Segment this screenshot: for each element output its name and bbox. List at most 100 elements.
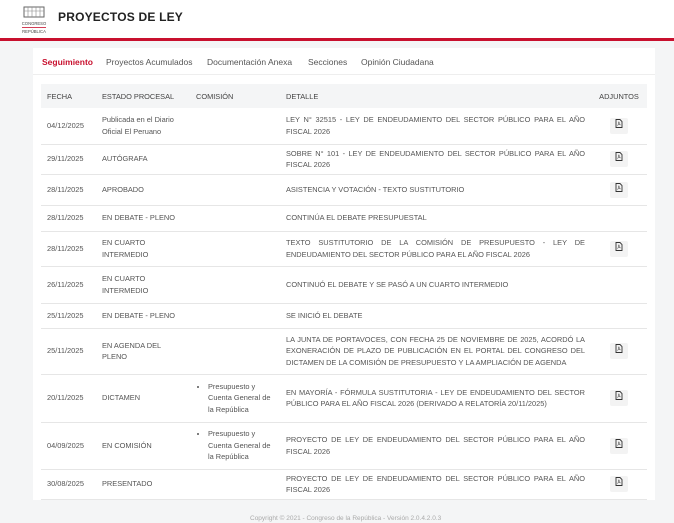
tab-proyectos-acumulados[interactable]: Proyectos Acumulados: [106, 57, 193, 67]
cell-detalle: EN MAYORÍA - FÓRMULA SUSTITUTORIA - LEY …: [280, 374, 591, 423]
col-detalle: DETALLE: [280, 84, 591, 108]
cell-estado: EN DEBATE - PLENO: [96, 303, 190, 329]
table-row: 29/11/2025 AUTÓGRAFA SOBRE N° 101 - LEY …: [41, 144, 647, 175]
comision-list: Presupuesto y Cuenta General de la Repúb…: [196, 428, 274, 463]
cell-estado: APROBADO: [96, 174, 190, 206]
cell-adjuntos: [591, 205, 647, 232]
cell-adjuntos: [591, 374, 647, 423]
table-row: 26/11/2025 EN CUARTO INTERMEDIO CONTINUÓ…: [41, 266, 647, 304]
pdf-download-button[interactable]: [610, 476, 628, 492]
pdf-download-button[interactable]: [610, 437, 628, 454]
tab-seguimiento[interactable]: Seguimiento: [42, 57, 94, 67]
cell-comision: [190, 303, 280, 329]
cell-adjuntos: [591, 469, 647, 500]
cell-fecha: 29/11/2025: [41, 144, 96, 175]
cell-adjuntos: [591, 422, 647, 470]
cell-fecha: 04/12/2025: [41, 108, 96, 145]
cell-comision: [190, 144, 280, 175]
cell-comision: [190, 205, 280, 232]
content-card: Seguimiento Proyectos Acumulados Documen…: [33, 48, 655, 500]
cell-fecha: 04/09/2025: [41, 422, 96, 470]
cell-estado: EN CUARTO INTERMEDIO: [96, 266, 190, 304]
cell-detalle: CONTINÚA EL DEBATE PRESUPUESTAL: [280, 205, 591, 232]
comision-item: Presupuesto y Cuenta General de la Repúb…: [208, 428, 274, 463]
tab-documentacion-anexa[interactable]: Documentación Anexa: [207, 57, 293, 67]
pdf-icon: [615, 118, 623, 128]
cell-detalle: SE INICIÓ EL DEBATE: [280, 303, 591, 329]
table-row: 25/11/2025 EN AGENDA DEL PLENO LA JUNTA …: [41, 328, 647, 375]
pdf-download-button[interactable]: [610, 181, 628, 198]
cell-comision: [190, 108, 280, 145]
cell-detalle: TEXTO SUSTITUTORIO DE LA COMISIÓN DE PRE…: [280, 231, 591, 267]
table-row: 04/09/2025 EN COMISIÓN Presupuesto y Cue…: [41, 422, 647, 470]
comision-item: Presupuesto y Cuenta General de la Repúb…: [208, 381, 274, 416]
cell-estado: Publicada en el Diario Oficial El Peruan…: [96, 108, 190, 145]
table-row: 30/08/2025 PRESENTADO PROYECTO DE LEY DE…: [41, 469, 647, 500]
cell-comision: [190, 266, 280, 304]
cell-detalle: ASISTENCIA Y VOTACIÓN - TEXTO SUSTITUTOR…: [280, 174, 591, 206]
cell-comision: [190, 328, 280, 375]
cell-estado: EN DEBATE - PLENO: [96, 205, 190, 232]
pdf-download-button[interactable]: [610, 117, 628, 134]
congreso-logo: CONGRESO REPÚBLICA: [22, 6, 47, 34]
cell-fecha: 20/11/2025: [41, 374, 96, 423]
pdf-download-button[interactable]: [610, 390, 628, 406]
cell-estado: EN AGENDA DEL PLENO: [96, 328, 190, 375]
svg-text:REPÚBLICA: REPÚBLICA: [22, 29, 46, 34]
cell-detalle: PROYECTO DE LEY DE ENDEUDAMIENTO DEL SEC…: [280, 422, 591, 470]
pdf-icon: [615, 391, 623, 400]
tab-bar: Seguimiento Proyectos Acumulados Documen…: [33, 48, 655, 75]
cell-estado: EN COMISIÓN: [96, 422, 190, 470]
cell-adjuntos: [591, 231, 647, 267]
cell-detalle: LA JUNTA DE PORTAVOCES, CON FECHA 25 DE …: [280, 328, 591, 375]
pdf-download-button[interactable]: [610, 151, 628, 167]
pdf-download-button[interactable]: [610, 343, 628, 359]
cell-fecha: 30/08/2025: [41, 469, 96, 500]
comision-list: Presupuesto y Cuenta General de la Repúb…: [196, 381, 274, 416]
cell-detalle: CONTINUÓ EL DEBATE Y SE PASÓ A UN CUARTO…: [280, 266, 591, 304]
table-row: 04/12/2025 Publicada en el Diario Oficia…: [41, 108, 647, 145]
cell-adjuntos: [591, 108, 647, 145]
col-fecha: FECHA: [41, 84, 96, 108]
seguimiento-table: FECHA ESTADO PROCESAL COMISIÓN DETALLE A…: [41, 84, 647, 500]
cell-adjuntos: [591, 266, 647, 304]
cell-estado: EN CUARTO INTERMEDIO: [96, 231, 190, 267]
cell-adjuntos: [591, 328, 647, 375]
cell-estado: PRESENTADO: [96, 469, 190, 500]
cell-detalle: PROYECTO DE LEY DE ENDEUDAMIENTO DEL SEC…: [280, 469, 591, 500]
cell-fecha: 28/11/2025: [41, 174, 96, 206]
cell-comision: [190, 174, 280, 206]
cell-detalle: LEY N° 32515 - LEY DE ENDEUDAMIENTO DEL …: [280, 108, 591, 145]
page-title: PROYECTOS DE LEY: [58, 10, 184, 24]
cell-estado: DICTAMEN: [96, 374, 190, 423]
table-row: 20/11/2025 DICTAMEN Presupuesto y Cuenta…: [41, 374, 647, 423]
cell-fecha: 28/11/2025: [41, 205, 96, 232]
cell-adjuntos: [591, 144, 647, 175]
cell-comision: Presupuesto y Cuenta General de la Repúb…: [190, 374, 280, 423]
pdf-icon: [615, 438, 623, 448]
col-estado: ESTADO PROCESAL: [96, 84, 190, 108]
pdf-icon: [615, 182, 623, 192]
cell-comision: Presupuesto y Cuenta General de la Repúb…: [190, 422, 280, 470]
pdf-download-button[interactable]: [610, 240, 628, 257]
cell-comision: [190, 469, 280, 500]
pdf-icon: [615, 344, 623, 353]
cell-fecha: 25/11/2025: [41, 328, 96, 375]
tab-opinion-ciudadana[interactable]: Opinión Ciudadana: [361, 57, 434, 67]
cell-fecha: 28/11/2025: [41, 231, 96, 267]
col-adjuntos: ADJUNTOS: [591, 84, 647, 108]
cell-adjuntos: [591, 303, 647, 329]
table-row: 28/11/2025 EN CUARTO INTERMEDIO TEXTO SU…: [41, 231, 647, 267]
cell-detalle: SOBRE N° 101 - LEY DE ENDEUDAMIENTO DEL …: [280, 144, 591, 175]
svg-text:CONGRESO: CONGRESO: [22, 21, 47, 26]
cell-fecha: 25/11/2025: [41, 303, 96, 329]
tab-secciones[interactable]: Secciones: [308, 57, 348, 67]
table-row: 28/11/2025 EN DEBATE - PLENO CONTINÚA EL…: [41, 205, 647, 232]
pdf-icon: [615, 477, 623, 486]
cell-estado: AUTÓGRAFA: [96, 144, 190, 175]
app-header: CONGRESO REPÚBLICA PROYECTOS DE LEY: [0, 0, 674, 41]
col-comision: COMISIÓN: [190, 84, 280, 108]
cell-fecha: 26/11/2025: [41, 266, 96, 304]
pdf-icon: [615, 152, 623, 161]
table-row: 28/11/2025 APROBADO ASISTENCIA Y VOTACIÓ…: [41, 174, 647, 206]
